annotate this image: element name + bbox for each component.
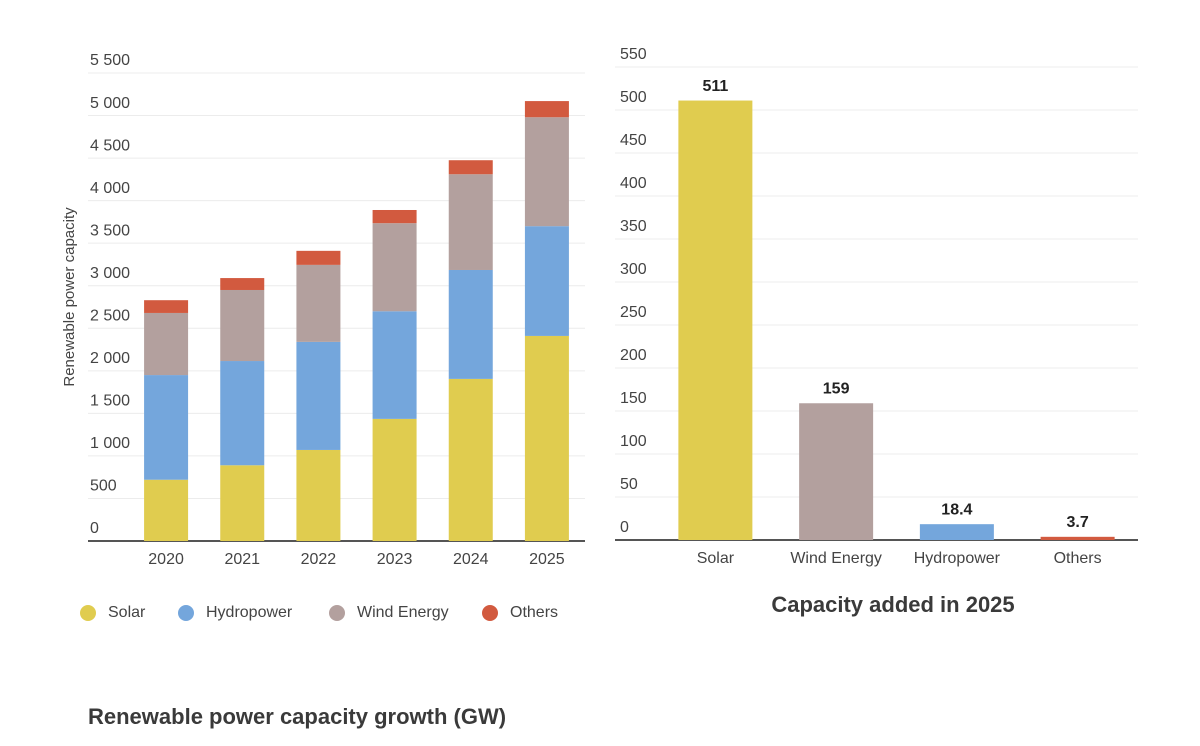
y-tick-label: 50 <box>620 476 638 493</box>
x-tick-label: Others <box>1054 550 1102 567</box>
y-tick-label: 0 <box>620 519 629 536</box>
x-tick-label: 2022 <box>301 551 337 568</box>
bar-segment <box>448 269 493 379</box>
y-tick-label: 150 <box>620 390 647 407</box>
bar-segment <box>220 465 265 541</box>
bar-segment <box>372 223 417 312</box>
y-tick-label: 3 500 <box>90 222 130 239</box>
y-tick-label: 1 000 <box>90 435 130 452</box>
legend-swatch <box>482 605 498 621</box>
y-axis-label: Renewable power capacity <box>61 207 78 387</box>
bar-segment <box>524 101 569 118</box>
y-tick-label: 500 <box>90 478 117 495</box>
bar <box>1040 536 1115 540</box>
x-tick-label: 2025 <box>529 551 565 568</box>
y-tick-label: 450 <box>620 132 647 149</box>
legend-label: Hydropower <box>206 604 293 621</box>
x-tick-label: 2024 <box>453 551 489 568</box>
y-tick-label: 100 <box>620 433 647 450</box>
x-tick-label: Hydropower <box>914 550 1001 567</box>
bar-segment <box>372 209 417 224</box>
bar-segment <box>144 479 189 541</box>
y-tick-label: 4 500 <box>90 137 130 154</box>
legend-swatch <box>80 605 96 621</box>
bar-segment <box>144 300 189 313</box>
x-tick-label: 2023 <box>377 551 413 568</box>
y-tick-label: 250 <box>620 304 647 321</box>
bar-segment <box>220 289 265 362</box>
bar-segment <box>524 335 569 541</box>
x-tick-label: Solar <box>697 550 735 567</box>
bar-segment <box>524 117 569 227</box>
value-label: 159 <box>823 380 850 397</box>
bar-segment <box>296 250 341 265</box>
y-tick-label: 4 000 <box>90 180 130 197</box>
y-tick-label: 2 000 <box>90 350 130 367</box>
bar-segment <box>144 312 189 376</box>
bar-segment <box>296 449 341 541</box>
x-tick-label: 2020 <box>148 551 184 568</box>
bar-segment <box>144 375 189 480</box>
legend-label: Wind Energy <box>357 604 449 621</box>
value-label: 18.4 <box>941 501 972 518</box>
bar-segment <box>220 278 265 290</box>
bar-segment <box>372 311 417 419</box>
value-label: 3.7 <box>1067 514 1089 531</box>
bar-segment <box>372 418 417 541</box>
bar-segment <box>448 174 493 270</box>
chart-title: Capacity added in 2025 <box>771 592 1014 617</box>
y-tick-label: 400 <box>620 175 647 192</box>
bar <box>919 524 994 540</box>
y-tick-label: 200 <box>620 347 647 364</box>
bar-segment <box>448 378 493 541</box>
x-tick-label: 2021 <box>224 551 260 568</box>
bar-segment <box>296 264 341 342</box>
y-tick-label: 3 000 <box>90 265 130 282</box>
bar-segment <box>524 226 569 336</box>
legend-swatch <box>329 605 345 621</box>
value-label: 511 <box>702 78 728 95</box>
legend-label: Solar <box>108 604 146 621</box>
y-tick-label: 5 000 <box>90 95 130 112</box>
bar-segment <box>296 341 341 450</box>
legend-label: Others <box>510 604 558 621</box>
y-tick-label: 1 500 <box>90 393 130 410</box>
y-tick-label: 550 <box>620 46 647 63</box>
bar-segment <box>220 361 265 466</box>
legend-swatch <box>178 605 194 621</box>
y-tick-label: 2 500 <box>90 307 130 324</box>
bar <box>799 403 874 540</box>
y-tick-label: 300 <box>620 261 647 278</box>
y-tick-label: 500 <box>620 89 647 106</box>
x-tick-label: Wind Energy <box>790 550 882 567</box>
y-tick-label: 5 500 <box>90 52 130 69</box>
y-tick-label: 0 <box>90 520 99 537</box>
bar-segment <box>448 160 493 175</box>
chart-title: Renewable power capacity growth (GW) <box>88 704 506 729</box>
bar <box>678 100 753 540</box>
y-tick-label: 350 <box>620 218 647 235</box>
